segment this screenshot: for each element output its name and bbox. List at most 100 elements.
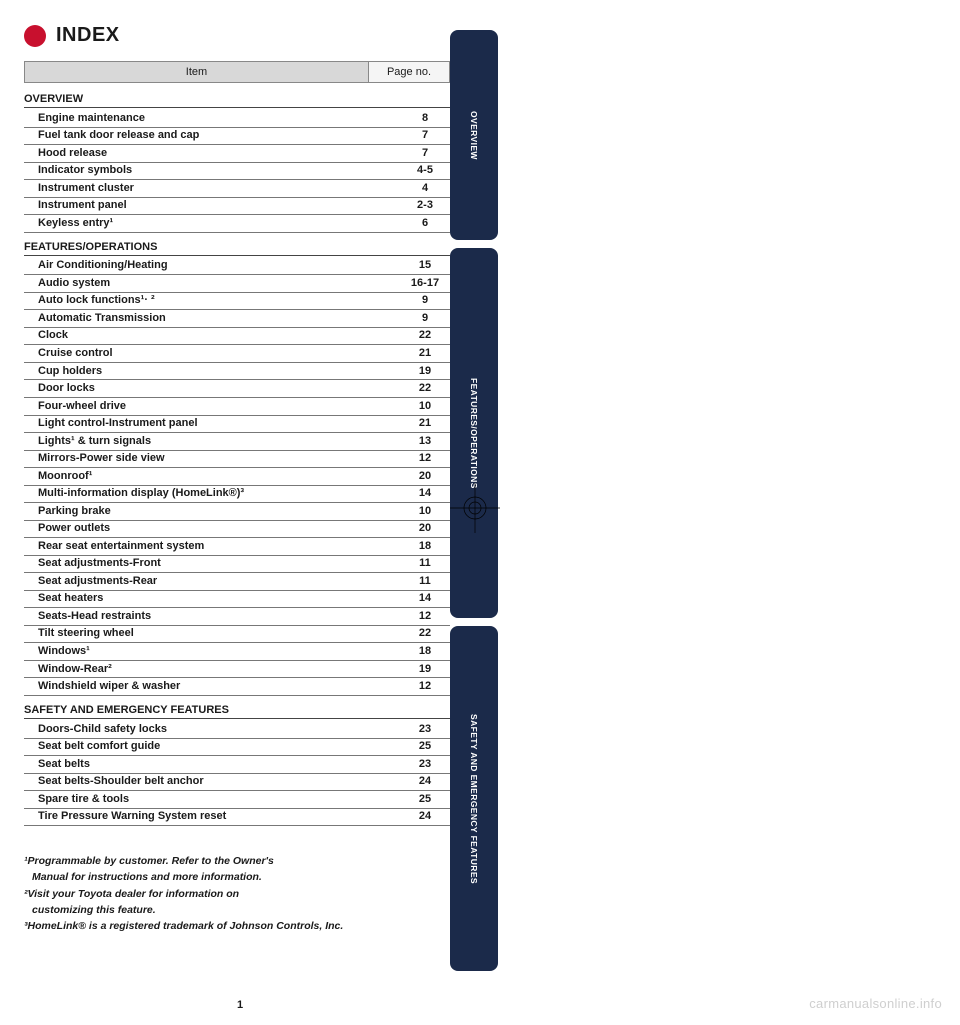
index-page: 15 [400, 259, 450, 273]
footnotes: ¹Programmable by customer. Refer to the … [24, 854, 450, 933]
footnote-line: Manual for instructions and more informa… [24, 870, 450, 884]
index-page: 11 [400, 575, 450, 589]
page-title: INDEX [56, 24, 120, 47]
index-page: INDEX Item Page no. OVERVIEW Engine maint… [0, 0, 480, 1025]
index-item: Seat belts [38, 758, 400, 772]
index-item: Cruise control [38, 347, 400, 361]
footnote-line: ²Visit your Toyota dealer for informatio… [24, 887, 450, 901]
index-row: Windows¹18 [24, 643, 450, 661]
index-row: Moonroof¹20 [24, 468, 450, 486]
index-page: 9 [400, 312, 450, 326]
index-row: Lights¹ & turn signals13 [24, 433, 450, 451]
index-row: Keyless entry¹6 [24, 215, 450, 233]
index-row: Seat heaters14 [24, 591, 450, 609]
index-page: 6 [400, 217, 450, 231]
index-item: Automatic Transmission [38, 312, 400, 326]
index-item: Rear seat entertainment system [38, 540, 400, 554]
footnote-line: ³HomeLink® is a registered trademark of … [24, 919, 450, 933]
index-row: Window-Rear²19 [24, 661, 450, 679]
index-row: Instrument cluster4 [24, 180, 450, 198]
index-page: 14 [400, 487, 450, 501]
index-row: Cruise control21 [24, 345, 450, 363]
column-header-item: Item [25, 62, 369, 82]
index-row: Four-wheel drive10 [24, 398, 450, 416]
index-row: Power outlets20 [24, 521, 450, 539]
index-row: Seat belt comfort guide25 [24, 739, 450, 757]
index-row: Seat belts-Shoulder belt anchor24 [24, 774, 450, 792]
index-item: Indicator symbols [38, 164, 400, 178]
index-row: Cup holders19 [24, 363, 450, 381]
index-item: Air Conditioning/Heating [38, 259, 400, 273]
page-header: INDEX [24, 24, 450, 47]
index-page: 12 [400, 680, 450, 694]
index-item: Door locks [38, 382, 400, 396]
index-row: Seats-Head restraints12 [24, 608, 450, 626]
index-page: 20 [400, 522, 450, 536]
index-row: Automatic Transmission9 [24, 310, 450, 328]
index-row: Light control-Instrument panel21 [24, 416, 450, 434]
index-item: Clock [38, 329, 400, 343]
index-item: Power outlets [38, 522, 400, 536]
index-page: 23 [400, 758, 450, 772]
index-page: 10 [400, 505, 450, 519]
index-item: Windows¹ [38, 645, 400, 659]
footnote-line: ¹Programmable by customer. Refer to the … [24, 854, 450, 868]
index-item: Fuel tank door release and cap [38, 129, 400, 143]
index-row: Fuel tank door release and cap7 [24, 128, 450, 146]
index-page: 20 [400, 470, 450, 484]
index-row: Engine maintenance8 [24, 110, 450, 128]
index-item: Four-wheel drive [38, 400, 400, 414]
index-page: 4-5 [400, 164, 450, 178]
index-page: 25 [400, 740, 450, 754]
index-item: Seat belt comfort guide [38, 740, 400, 754]
index-row: Doors-Child safety locks23 [24, 721, 450, 739]
index-item: Seat heaters [38, 592, 400, 606]
index-item: Mirrors-Power side view [38, 452, 400, 466]
index-row: Indicator symbols4-5 [24, 163, 450, 181]
index-page: 18 [400, 645, 450, 659]
index-row: Rear seat entertainment system18 [24, 538, 450, 556]
index-page: 21 [400, 417, 450, 431]
index-item: Instrument panel [38, 199, 400, 213]
index-row: Tire Pressure Warning System reset24 [24, 809, 450, 827]
index-item: Spare tire & tools [38, 793, 400, 807]
registration-mark-icon [450, 483, 500, 533]
index-sections: OVERVIEW Engine maintenance8Fuel tank doo… [24, 93, 450, 826]
index-item: Moonroof¹ [38, 470, 400, 484]
index-item: Windshield wiper & washer [38, 680, 400, 694]
index-page: 12 [400, 610, 450, 624]
index-page: 10 [400, 400, 450, 414]
index-row: Seat adjustments-Rear11 [24, 573, 450, 591]
index-page: 7 [400, 147, 450, 161]
index-page: 8 [400, 112, 450, 126]
index-page: 2-3 [400, 199, 450, 213]
index-page: 4 [400, 182, 450, 196]
index-page: 24 [400, 810, 450, 824]
index-item: Audio system [38, 277, 400, 291]
footnote-line: customizing this feature. [24, 903, 450, 917]
index-item: Window-Rear² [38, 663, 400, 677]
index-row: Air Conditioning/Heating15 [24, 258, 450, 276]
section-heading: FEATURES/OPERATIONS [24, 241, 450, 256]
index-row: Instrument panel2-3 [24, 198, 450, 216]
index-item: Seat adjustments-Rear [38, 575, 400, 589]
index-page: 21 [400, 347, 450, 361]
index-page: 19 [400, 365, 450, 379]
index-page: 13 [400, 435, 450, 449]
index-row: Seat belts23 [24, 756, 450, 774]
index-item: Keyless entry¹ [38, 217, 400, 231]
table-header: Item Page no. [24, 61, 450, 83]
index-row: Door locks22 [24, 380, 450, 398]
section-heading: SAFETY AND EMERGENCY FEATURES [24, 704, 450, 719]
index-page: 9 [400, 294, 450, 308]
index-row: Hood release7 [24, 145, 450, 163]
index-row: Audio system16-17 [24, 275, 450, 293]
index-item: Parking brake [38, 505, 400, 519]
index-item: Doors-Child safety locks [38, 723, 400, 737]
index-row: Spare tire & tools25 [24, 791, 450, 809]
index-item: Light control-Instrument panel [38, 417, 400, 431]
section-heading: OVERVIEW [24, 93, 450, 108]
index-item: Seat adjustments-Front [38, 557, 400, 571]
index-item: Instrument cluster [38, 182, 400, 196]
index-item: Auto lock functions¹· ² [38, 294, 400, 308]
